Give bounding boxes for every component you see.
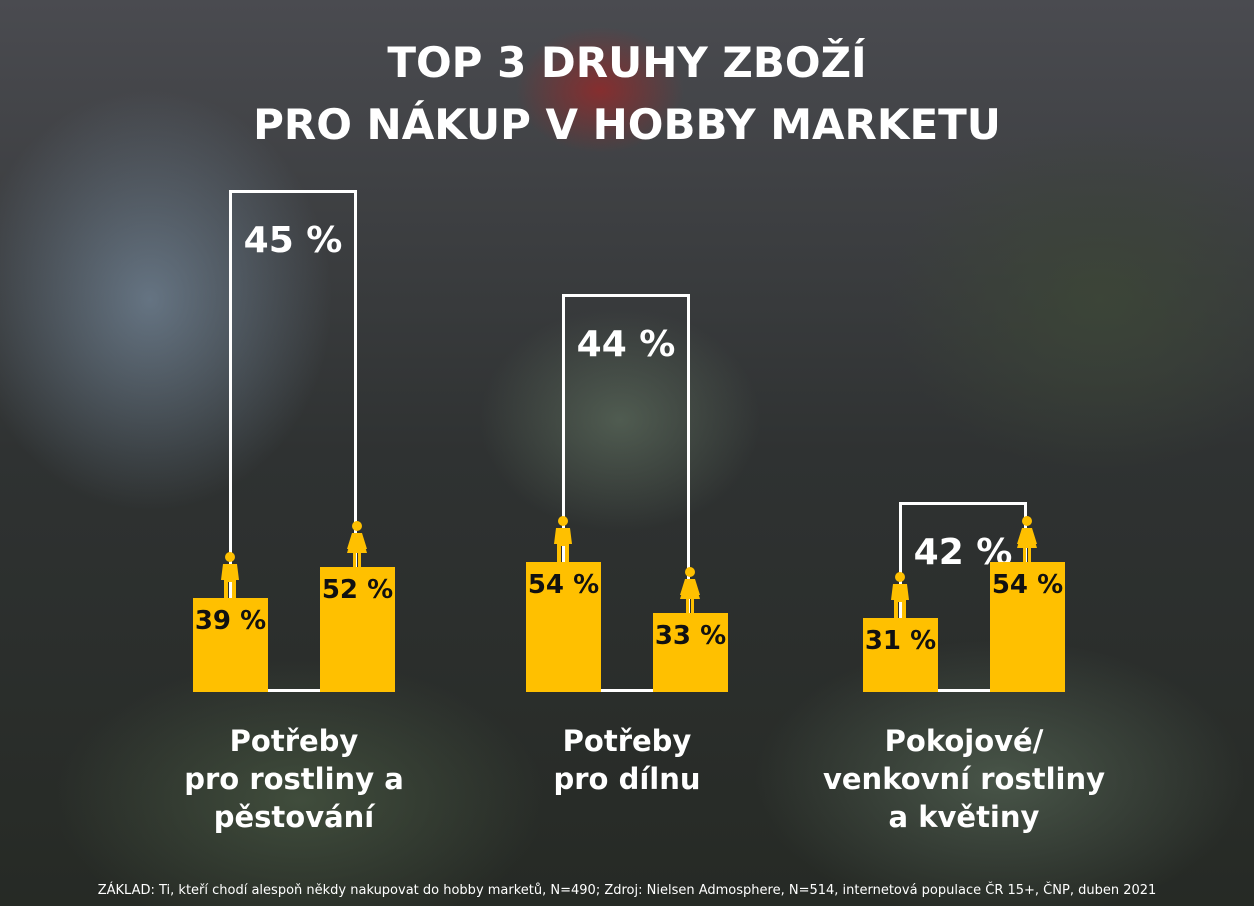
category-label: Pokojové/venkovní rostliny a květiny — [814, 722, 1114, 836]
male-bar: 39 % — [193, 598, 268, 692]
category-label-line: Pokojové/ — [884, 724, 1044, 758]
title-line-2: PRO NÁKUP V HOBBY MARKETU — [253, 100, 1001, 149]
male-bar: 31 % — [863, 617, 938, 692]
female-value-label: 33 % — [654, 620, 727, 651]
category-label-line: Potřeby — [562, 724, 692, 758]
total-outline — [229, 190, 357, 692]
female-value-label: 54 % — [991, 570, 1064, 601]
outline-base — [899, 689, 1027, 692]
total-value-label: 44 % — [576, 324, 676, 365]
title-line-1: TOP 3 DRUHY ZBOŽÍ — [387, 38, 867, 87]
total-value-label: 45 % — [243, 220, 343, 261]
male-value-label: 54 % — [527, 570, 600, 601]
category-label-line: a květiny — [888, 800, 1040, 834]
male-bar: 54 % — [526, 562, 601, 692]
male-value-label: 31 % — [864, 625, 937, 656]
female-icon — [1015, 516, 1039, 563]
category-label-line: pěstování — [213, 800, 375, 834]
female-icon — [678, 566, 702, 613]
female-value-label: 52 % — [321, 575, 394, 606]
category-label-line: pro dílnu — [553, 762, 701, 796]
male-icon — [218, 552, 242, 599]
male-value-label: 39 % — [194, 606, 267, 637]
category-label-line: Potřeby — [229, 724, 359, 758]
male-icon — [888, 571, 912, 618]
category-label-line: venkovní rostliny — [822, 762, 1105, 796]
outline-base — [229, 689, 357, 692]
female-bar: 52 % — [320, 567, 395, 692]
male-icon — [551, 516, 575, 563]
category-label: Potřeby pro dílnu — [477, 722, 777, 798]
female-bar: 54 % — [990, 562, 1065, 692]
female-icon — [345, 521, 369, 568]
chart-title: TOP 3 DRUHY ZBOŽÍ PRO NÁKUP V HOBBY MARK… — [0, 32, 1254, 156]
category-label-line: pro rostliny a — [184, 762, 404, 796]
total-outline — [562, 294, 690, 692]
outline-base — [562, 689, 690, 692]
footnote: ZÁKLAD: Ti, kteří chodí alespoň někdy na… — [97, 883, 1157, 898]
female-bar: 33 % — [653, 612, 728, 692]
category-label: Potřeby pro rostliny a pěstování — [144, 722, 444, 836]
